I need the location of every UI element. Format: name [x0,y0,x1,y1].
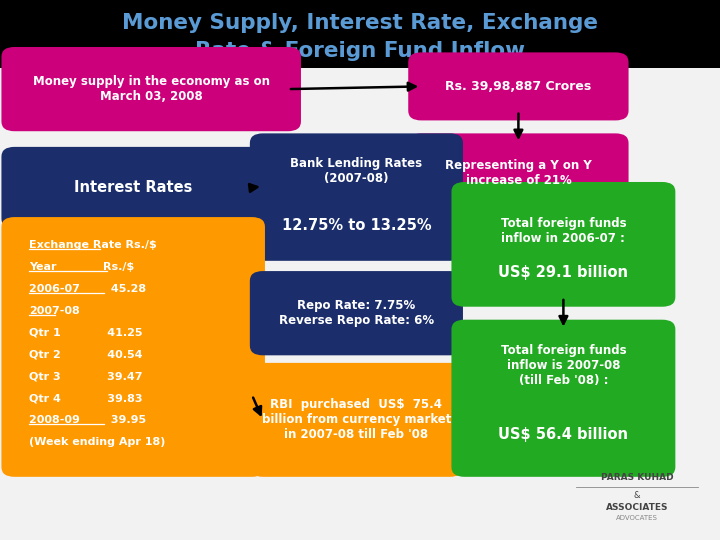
Text: Qtr 1            41.25: Qtr 1 41.25 [29,328,143,338]
Text: US$ 29.1 billion: US$ 29.1 billion [498,265,629,280]
Text: 12.75% to 13.25%: 12.75% to 13.25% [282,218,431,233]
Text: Repo Rate: 7.75%
Reverse Repo Rate: 6%: Repo Rate: 7.75% Reverse Repo Rate: 6% [279,299,434,327]
Text: Qtr 3            39.47: Qtr 3 39.47 [29,372,143,382]
FancyBboxPatch shape [408,133,629,212]
Text: Money supply in the economy as on
March 03, 2008: Money supply in the economy as on March … [32,75,270,103]
Text: Representing a Y on Y
increase of 21%: Representing a Y on Y increase of 21% [445,159,592,187]
Text: Total foreign funds
inflow is 2007-08
(till Feb '08) :: Total foreign funds inflow is 2007-08 (t… [500,345,626,387]
Text: Bank Lending Rates
(2007-08): Bank Lending Rates (2007-08) [290,157,423,185]
Text: Rate & Foreign Fund Inflow: Rate & Foreign Fund Inflow [195,40,525,61]
Text: ADVOCATES: ADVOCATES [616,515,658,522]
FancyBboxPatch shape [250,271,463,355]
Text: Qtr 2            40.54: Qtr 2 40.54 [29,350,143,360]
Text: PARAS KUHAD: PARAS KUHAD [601,474,673,482]
Text: Total foreign funds
inflow in 2006-07 :: Total foreign funds inflow in 2006-07 : [500,217,626,245]
Text: Interest Rates: Interest Rates [74,180,192,195]
FancyBboxPatch shape [0,0,720,68]
Text: &: & [634,491,641,500]
FancyBboxPatch shape [1,147,265,228]
FancyBboxPatch shape [408,52,629,120]
Text: Exchange Rate Rs./$: Exchange Rate Rs./$ [29,240,156,251]
Text: Money Supply, Interest Rate, Exchange: Money Supply, Interest Rate, Exchange [122,12,598,33]
Text: Year            Rs./$: Year Rs./$ [29,262,134,272]
FancyBboxPatch shape [451,320,675,477]
FancyBboxPatch shape [250,133,463,261]
Text: Qtr 4            39.83: Qtr 4 39.83 [29,393,143,403]
Text: US$ 56.4 billion: US$ 56.4 billion [498,428,629,442]
FancyBboxPatch shape [1,47,301,131]
Text: ASSOCIATES: ASSOCIATES [606,503,668,512]
Text: (Week ending Apr 18): (Week ending Apr 18) [29,437,165,447]
FancyBboxPatch shape [1,217,265,477]
Text: 2008-09        39.95: 2008-09 39.95 [29,415,146,426]
FancyBboxPatch shape [451,182,675,307]
Text: RBI  purchased  US$  75.4
billion from currency market
in 2007-08 till Feb '08: RBI purchased US$ 75.4 billion from curr… [261,399,451,441]
Text: 2006-07        45.28: 2006-07 45.28 [29,284,146,294]
Text: 2007-08: 2007-08 [29,306,79,316]
Text: Rs. 39,98,887 Crores: Rs. 39,98,887 Crores [445,80,592,93]
FancyBboxPatch shape [250,363,463,477]
